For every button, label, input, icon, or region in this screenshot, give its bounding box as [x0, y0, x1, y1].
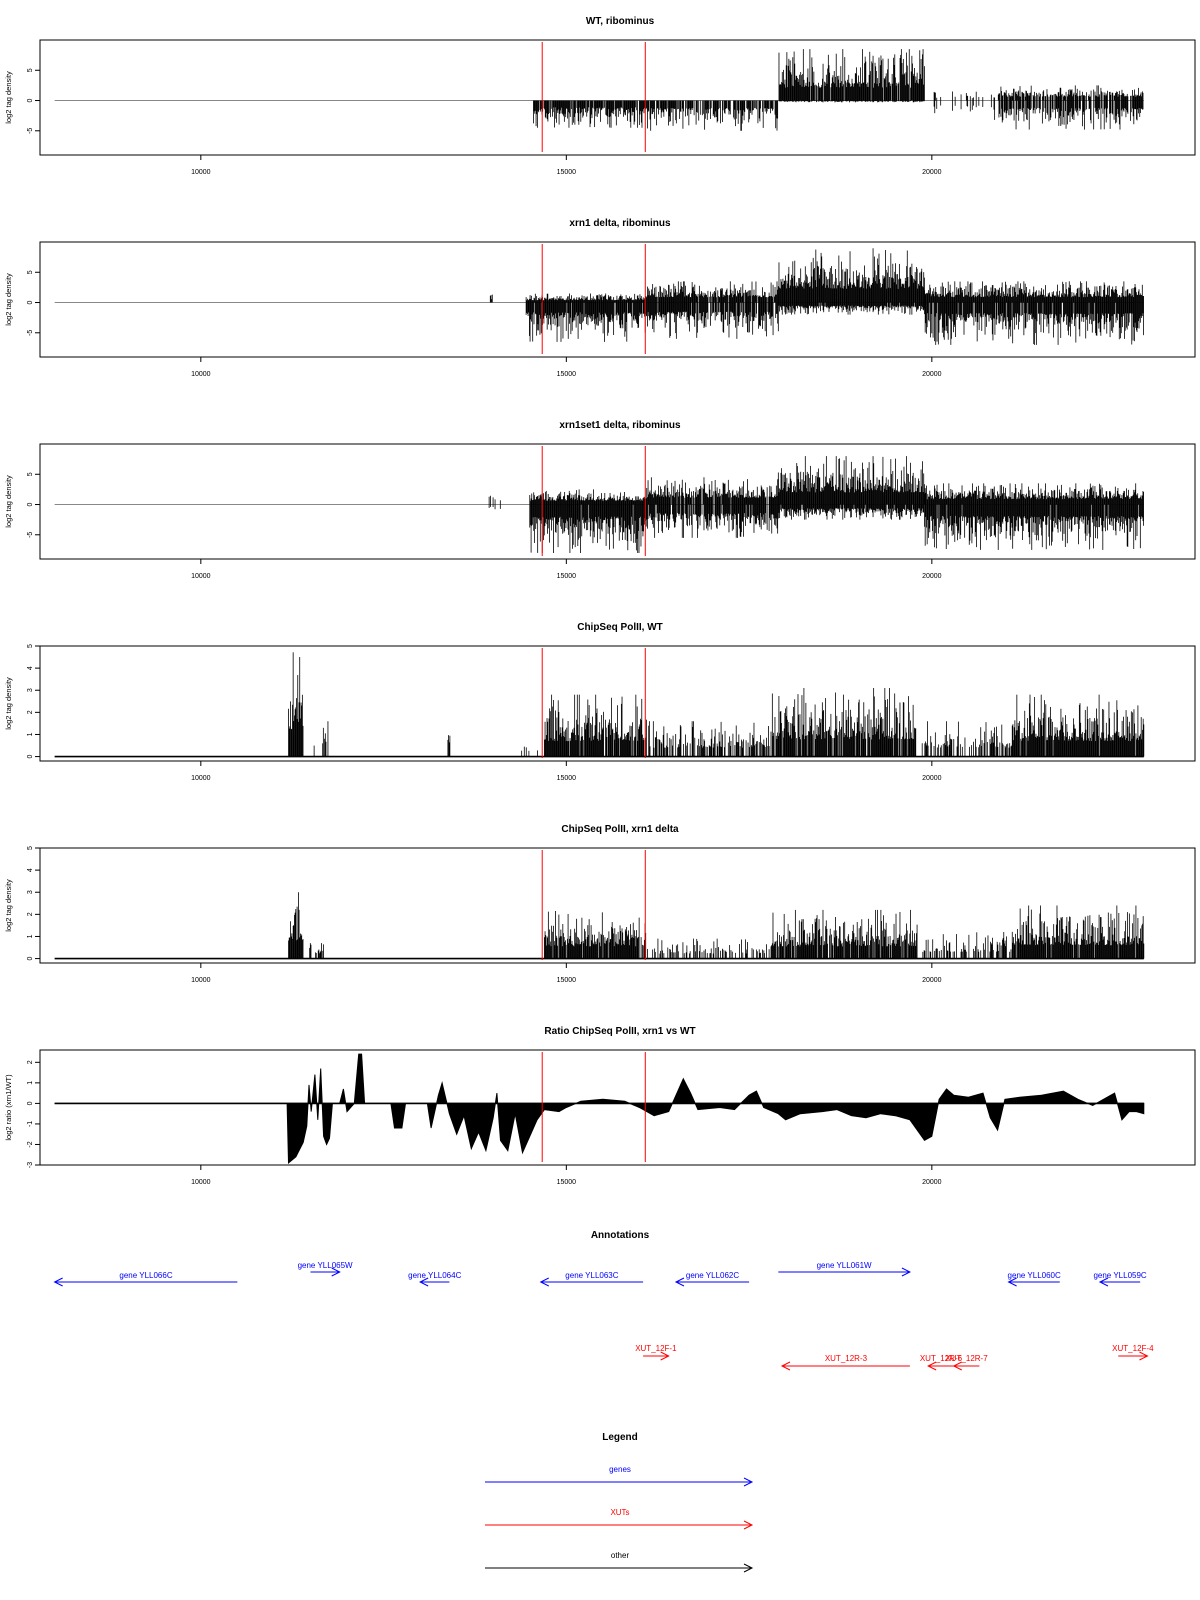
- x-tick-label: 10000: [191, 371, 211, 378]
- chart-title: WT, ribominus: [586, 16, 655, 27]
- chart-title: xrn1set1 delta, ribominus: [559, 420, 681, 431]
- plot-frame: [39, 241, 1196, 358]
- y-axis-label: log2 tag density: [4, 475, 13, 528]
- chart-panel-4: ChipSeq PolII, WT 0 1 2 3 4 5 log2 tag density 1…: [4, 622, 1196, 782]
- data-bars: [489, 248, 1145, 345]
- plot-frame: [39, 645, 1196, 762]
- plot-frame: [39, 39, 1196, 156]
- y-tick-label: 0: [27, 502, 34, 506]
- x-tick-label: 15000: [557, 371, 577, 378]
- chart-panel-2: xrn1 delta, ribominus -5 0 5 log2 tag densit…: [4, 218, 1196, 378]
- x-tick-label: 20000: [922, 169, 942, 176]
- y-tick-label: 4: [27, 666, 34, 670]
- data-bars: [488, 456, 1145, 553]
- y-tick-label: -5: [27, 532, 34, 538]
- data-bars: [288, 652, 1145, 757]
- x-tick-label: 15000: [557, 775, 577, 782]
- x-tick-label: 20000: [922, 371, 942, 378]
- chart-panel-3: xrn1set1 delta, ribominus -5 0 5 log2 tag de…: [4, 420, 1196, 580]
- chart-panel-1: WT, ribominus -5 0 5 log2 tag density 10000 15…: [4, 16, 1196, 176]
- x-tick-label: 10000: [191, 169, 211, 176]
- y-axis-label: log2 tag density: [4, 273, 13, 326]
- chart-title: xrn1 delta, ribominus: [569, 218, 671, 229]
- y-tick-label: 1: [27, 732, 34, 736]
- plot-frame: [39, 443, 1196, 560]
- data-bars: [533, 49, 1144, 131]
- y-tick-label: 3: [27, 688, 34, 692]
- y-axis-label: log2 tag density: [4, 677, 13, 730]
- y-axis-label: log2 tag density: [4, 71, 13, 124]
- y-tick-label: 0: [27, 755, 34, 759]
- x-tick-label: 20000: [922, 775, 942, 782]
- y-tick-label: -5: [27, 128, 34, 134]
- y-tick-label: 0: [27, 98, 34, 102]
- y-tick-label: 5: [27, 472, 34, 476]
- x-tick-label: 15000: [557, 573, 577, 580]
- y-tick-label: 5: [27, 270, 34, 274]
- y-tick-label: -5: [27, 330, 34, 336]
- y-tick-label: 5: [27, 68, 34, 72]
- y-tick-label: 0: [27, 300, 34, 304]
- x-tick-label: 15000: [557, 169, 577, 176]
- x-tick-label: 20000: [922, 573, 942, 580]
- x-tick-label: 10000: [191, 573, 211, 580]
- chart-title: ChipSeq PolII, WT: [577, 622, 663, 633]
- y-tick-label: 2: [27, 710, 34, 714]
- x-tick-label: 10000: [191, 775, 211, 782]
- y-tick-label: 5: [27, 644, 34, 648]
